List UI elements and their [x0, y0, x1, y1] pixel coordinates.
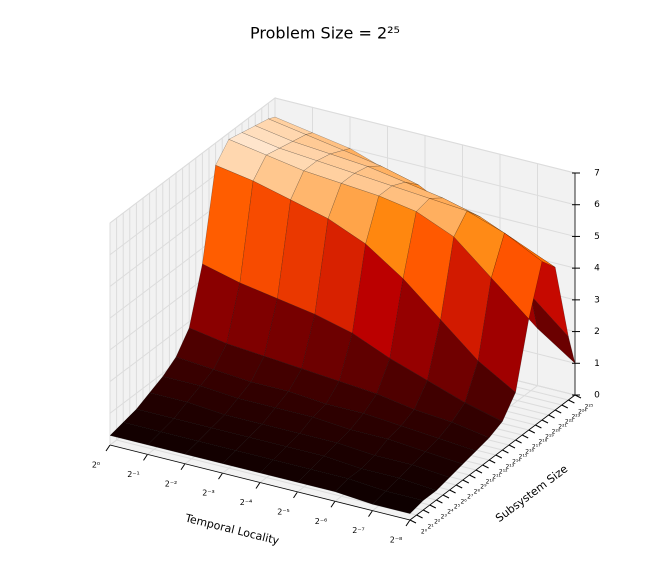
x-tick-label: 2⁻²: [165, 479, 178, 488]
x-tick-label: 2⁻¹: [127, 470, 140, 479]
y-tick-label: 2²⁰: [552, 429, 561, 436]
grid-line: [274, 97, 576, 174]
y-tick: [548, 414, 555, 419]
y-tick-label: 2²: [434, 519, 441, 526]
x-tick: [255, 482, 261, 489]
y-tick: [416, 514, 423, 519]
y-tick: [495, 454, 503, 459]
y-tick: [568, 399, 575, 404]
y-tick-label: 2⁶: [460, 499, 467, 506]
grid-line: [116, 439, 417, 516]
z-tick-label: 2: [594, 327, 600, 337]
y-tick: [442, 494, 450, 499]
x-tick: [180, 463, 186, 471]
y-tick: [528, 429, 536, 434]
y-tick: [508, 444, 516, 449]
z-tick-label: 6: [594, 200, 600, 210]
y-tick-label: 2¹³: [505, 464, 514, 471]
y-tick-label: 2¹⁹: [545, 434, 554, 441]
x-tick-label: 2⁻⁷: [352, 526, 365, 535]
surface-patch: [451, 402, 503, 439]
surface-patch: [411, 451, 464, 478]
y-tick-label: 2¹⁴: [512, 459, 521, 466]
y-tick: [469, 474, 476, 479]
y-tick: [554, 409, 562, 414]
y-tick: [521, 434, 529, 439]
y-tick: [515, 439, 522, 444]
z-tick-label: 7: [594, 169, 600, 179]
y-tick: [488, 459, 496, 464]
surface-patch: [372, 490, 424, 514]
z-tick-label: 4: [594, 264, 600, 274]
x-tick: [293, 491, 298, 499]
y-tick: [409, 519, 417, 524]
y-tick-label: 2¹: [427, 524, 434, 531]
y-tick-label: 2⁹: [480, 484, 487, 491]
y-tick-label: 2²⁴: [578, 409, 587, 416]
z-tick-label: 5: [594, 232, 600, 242]
y-tick: [455, 484, 463, 489]
x-tick: [218, 472, 223, 480]
x-tick-label: 2⁻³: [202, 489, 215, 498]
grid-line: [109, 97, 276, 224]
y-tick-label: 2⁰: [421, 529, 428, 536]
x-tick-label: 2⁻⁶: [315, 517, 328, 526]
z-tick-label: 0: [594, 391, 600, 401]
y-tick: [502, 449, 509, 454]
x-axis-label: Temporal Locality: [183, 511, 281, 547]
y-tick-label: 2²¹: [558, 424, 567, 431]
y-tick: [449, 489, 456, 494]
y-tick: [422, 509, 430, 514]
y-tick-label: 2¹¹: [492, 474, 501, 481]
x-tick: [368, 510, 373, 517]
x-tick-label: 2⁻⁸: [390, 536, 403, 545]
x-tick-label: 2⁰: [92, 461, 100, 470]
chart-title: Problem Size = 2²⁵: [250, 24, 400, 43]
y-tick-label: 2⁴: [447, 509, 454, 516]
axis-line: [109, 444, 411, 521]
y-tick-label: 2⁵: [454, 504, 461, 511]
y-tick-label: 2⁷: [467, 494, 474, 501]
y-tick-label: 2¹⁶: [525, 449, 534, 456]
y-tick-label: 2¹⁰: [486, 479, 495, 486]
y-tick: [561, 404, 569, 409]
y-tick-label: 2¹⁵: [519, 454, 528, 461]
y-tick-label: 2¹²: [499, 469, 508, 476]
x-tick: [105, 444, 111, 452]
y-tick: [475, 469, 483, 474]
y-tick: [535, 424, 542, 429]
y-tick: [482, 464, 489, 469]
y-tick-label: 2⁸: [474, 489, 481, 496]
x-tick-label: 2⁻⁴: [240, 498, 253, 507]
y-tick: [462, 479, 470, 484]
x-tick: [405, 519, 411, 527]
axis-line: [409, 394, 576, 521]
y-tick-label: 2²³: [571, 414, 580, 421]
y-tick: [429, 504, 437, 509]
surface-patch: [491, 232, 543, 320]
y-tick: [541, 419, 549, 424]
surface-patch: [438, 421, 490, 452]
x-tick: [330, 500, 336, 508]
y-tick-label: 2²⁵: [585, 404, 594, 411]
y-tick-label: 2¹⁸: [538, 439, 547, 446]
y-tick-label: 2¹⁷: [532, 444, 541, 451]
x-tick-label: 2⁻⁵: [277, 507, 290, 516]
z-tick-label: 1: [594, 359, 600, 369]
y-tick-label: 2²²: [565, 419, 574, 426]
y-tick-label: 2³: [441, 514, 448, 521]
y-tick: [436, 499, 443, 504]
z-tick-label: 3: [594, 295, 600, 305]
x-tick: [143, 454, 148, 461]
